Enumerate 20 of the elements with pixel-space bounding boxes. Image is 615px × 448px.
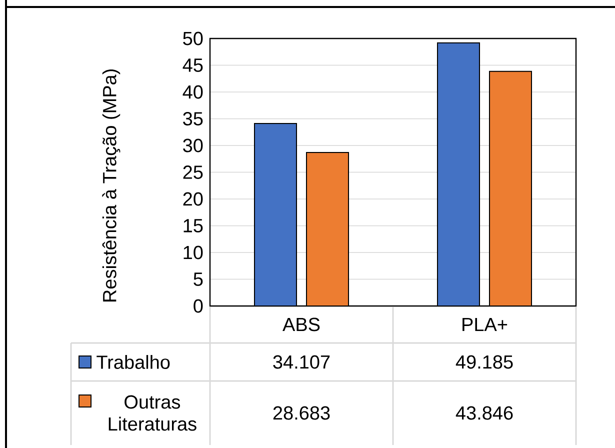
y-tick-label: 35 (183, 112, 203, 126)
y-tick-label: 20 (183, 192, 203, 206)
data-label: 43.846 (456, 406, 513, 420)
y-tick-label: 10 (184, 246, 203, 260)
data-label: 34.107 (273, 355, 330, 369)
legend-label: Trabalho (96, 355, 170, 369)
y-axis-title: Resistência à Tração (MPa) (102, 69, 120, 302)
legend-label: Outras Literaturas (108, 395, 196, 431)
y-tick-label: 50 (183, 32, 203, 46)
data-label: 28.683 (273, 406, 330, 420)
y-tick-label: 45 (182, 58, 203, 72)
y-tick-label: 25 (183, 166, 203, 179)
y-tick-label: 0 (194, 299, 203, 313)
y-tick-label: 5 (194, 272, 203, 286)
x-tick-label: ABS (282, 318, 320, 332)
y-tick-label: 30 (183, 138, 203, 152)
y-tick-label: 40 (182, 85, 203, 99)
y-tick-label: 15 (184, 219, 203, 232)
data-label: 49.185 (456, 355, 513, 369)
x-tick-label: PLA+ (462, 318, 508, 332)
